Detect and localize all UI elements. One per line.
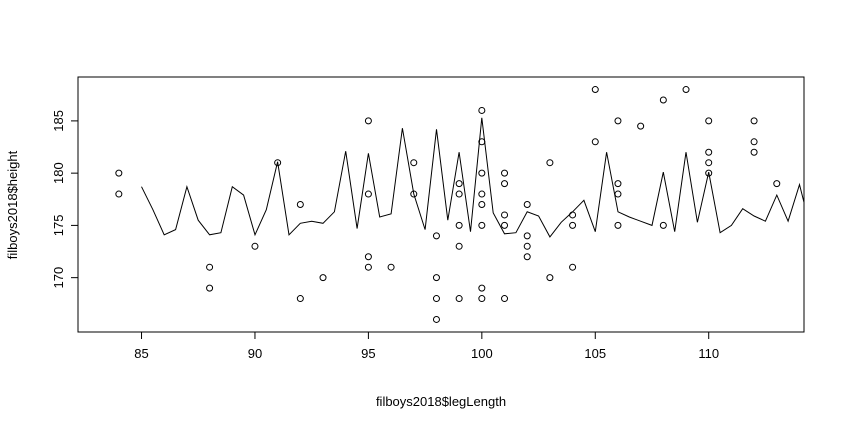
data-point [523,242,531,250]
data-point [750,138,758,146]
data-point [591,138,599,146]
data-point [206,284,214,292]
data-point [478,169,486,177]
data-point [115,190,123,198]
data-point [478,190,486,198]
data-point [614,190,622,198]
data-point [455,190,463,198]
data-point [478,201,486,208]
data-point [591,86,599,94]
y-tick-label: 185 [51,110,66,132]
data-point [705,169,713,177]
data-point [637,122,645,130]
points [115,86,781,323]
x-tick-label: 95 [361,346,375,361]
data-point [478,106,486,114]
x-tick-label: 90 [248,346,262,361]
data-point [274,159,282,167]
data-point [478,284,486,292]
data-point [410,190,418,198]
data-point [501,221,509,229]
data-point [614,180,622,188]
y-tick-label: 180 [51,162,66,184]
data-point [206,263,214,271]
data-point [296,201,304,208]
data-point [501,295,509,303]
x-axis-label: filboys2018$legLength [376,394,506,409]
data-point [523,201,531,208]
data-point [705,148,713,156]
data-point [501,211,509,219]
y-axis: 170 175 180 185 [51,110,79,289]
data-point [319,274,327,282]
y-tick-label: 170 [51,267,66,289]
data-point [455,242,463,250]
data-point [296,295,304,303]
x-tick-label: 100 [471,346,493,361]
data-point [546,274,554,282]
data-point [387,263,395,271]
data-point [523,232,531,240]
data-point [546,159,554,167]
data-point [432,295,440,303]
data-point [115,169,123,177]
data-point [432,274,440,282]
x-axis: 85 90 95 100 105 110 [134,331,719,361]
series-line [141,117,805,238]
data-point [501,169,509,177]
data-point [750,148,758,156]
data-point [705,117,713,125]
data-point [478,295,486,303]
x-tick-label: 105 [584,346,606,361]
data-point [432,232,440,240]
data-point [251,242,259,250]
data-point [569,263,577,271]
data-point [364,253,372,261]
x-tick-label: 85 [134,346,148,361]
data-point [659,96,667,104]
y-axis-label: filboys2018$height [5,150,20,259]
data-point [614,221,622,229]
data-point [682,86,690,94]
data-point [501,180,509,188]
data-point [569,221,577,229]
data-point [750,117,758,125]
plot-frame [77,76,805,333]
data-point [478,221,486,229]
data-point [773,180,781,188]
data-point [364,263,372,271]
data-point [614,117,622,125]
data-point [569,211,577,219]
data-point [364,117,372,125]
data-point [455,295,463,303]
y-tick-label: 175 [51,215,66,237]
x-tick-label: 110 [698,346,719,361]
data-point [432,315,440,323]
data-point [364,190,372,198]
data-point [705,159,713,167]
data-point [659,221,667,229]
data-point [478,138,486,146]
data-point [455,180,463,188]
data-point [455,221,463,229]
data-point [410,159,418,167]
data-point [523,253,531,261]
